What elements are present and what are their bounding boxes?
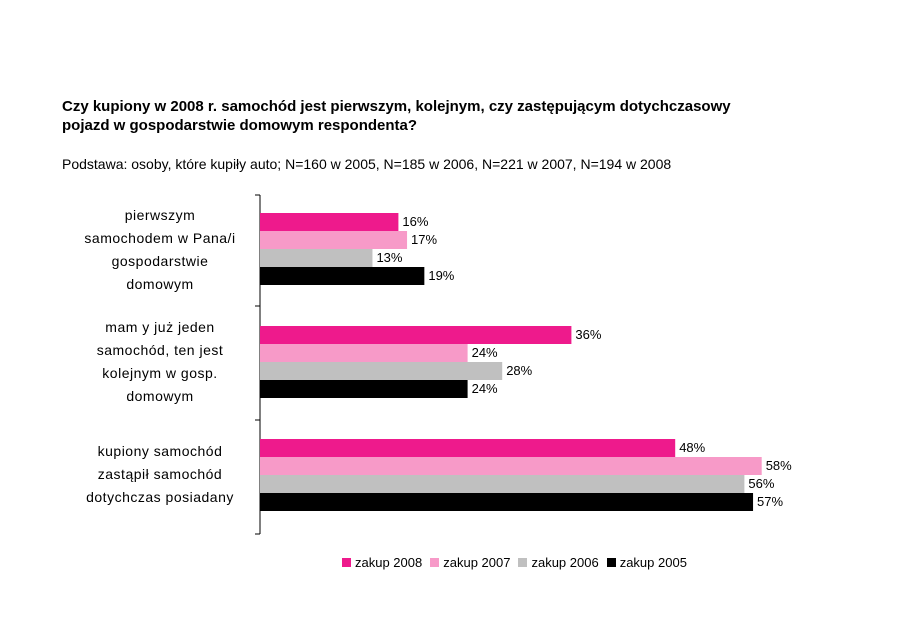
legend-item: zakup 2008: [342, 555, 422, 570]
bar: [260, 249, 373, 267]
legend-swatch: [606, 558, 616, 567]
chart-subtitle: Podstawa: osoby, które kupiły auto; N=16…: [62, 156, 672, 172]
bar: [260, 344, 468, 362]
bar: [260, 213, 399, 231]
legend-swatch: [342, 558, 351, 567]
category-label-line: samochód, ten jest: [96, 342, 224, 358]
category-label: mam y już jeden samochód, ten jest kolejny…: [60, 316, 260, 408]
bar: [260, 326, 572, 344]
category-label: pierwszym samochodem w Pana/i gospodarstwi…: [60, 204, 260, 296]
legend-label: zakup 2005: [619, 555, 687, 570]
data-label: 24%: [472, 345, 498, 360]
bar: [260, 267, 425, 285]
data-label: 16%: [402, 214, 428, 229]
chart-legend: zakup 2008 zakup 2007 zakup 2006 zakup 2005: [342, 555, 695, 570]
bar: [260, 380, 468, 398]
chart-title-line-1: Czy kupiony w 2008 r. samochód jest pier…: [62, 98, 731, 115]
bar: [260, 231, 408, 249]
data-label: 58%: [766, 458, 792, 473]
bar: [260, 475, 745, 493]
category-label-line: domowym: [126, 388, 194, 404]
category-label-line: zastąpił samochód: [97, 465, 223, 482]
category-label-line: kupiony samochód: [97, 442, 223, 459]
category-label-line: pierwszym: [124, 207, 196, 223]
category-label-line: mam y już jeden: [105, 319, 215, 335]
legend-label: zakup 2007: [443, 555, 511, 570]
category-label-line: domowym: [126, 276, 194, 292]
category-label-line: dotychczas posiadany: [86, 488, 234, 505]
data-label: 48%: [679, 440, 705, 455]
data-label: 36%: [575, 327, 601, 342]
category-label: kupiony samochód zastąpił samochód dotychc…: [60, 440, 260, 509]
legend-label: zakup 2008: [355, 555, 423, 570]
data-label: 56%: [748, 476, 774, 491]
legend-item: zakup 2006: [518, 555, 599, 570]
legend-swatch: [518, 558, 528, 567]
bar: [260, 362, 503, 380]
bar: [260, 493, 754, 511]
bar: [260, 439, 676, 457]
data-label: 24%: [472, 381, 498, 396]
legend-swatch: [430, 558, 440, 567]
data-label: 57%: [757, 494, 783, 509]
data-label: 13%: [376, 250, 402, 265]
data-label: 17%: [411, 232, 437, 247]
data-label: 28%: [506, 363, 532, 378]
data-label: 19%: [428, 268, 454, 283]
bar: [260, 457, 762, 475]
chart-title-line-2: pojazd w gospodarstwie domowym responden…: [62, 117, 418, 134]
category-label-line: samochodem w Pana/i: [84, 230, 236, 246]
category-label-line: kolejnym w gosp.: [102, 365, 218, 381]
legend-item: zakup 2007: [430, 555, 510, 570]
chart-title: Czy kupiony w 2008 r. samochód jest pier…: [62, 97, 842, 135]
legend-label: zakup 2006: [531, 555, 599, 570]
legend-item: zakup 2005: [606, 555, 687, 570]
category-label-line: gospodarstwie: [111, 253, 209, 269]
